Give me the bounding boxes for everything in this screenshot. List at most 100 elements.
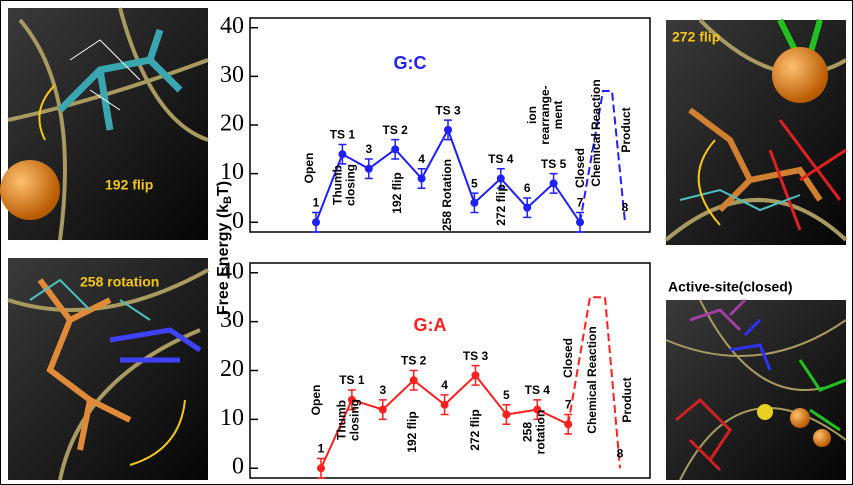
panel-258: 258 rotation [7, 258, 209, 481]
y-tick-label: 0 [232, 454, 244, 480]
point-label: 3 [365, 142, 372, 156]
chart-title: G:C [394, 53, 427, 73]
point [378, 405, 387, 414]
annotation: ionrearrange-ment [525, 85, 565, 144]
annotation-line: 272 flip [494, 184, 508, 225]
panel-label: 258 rotation [80, 274, 159, 290]
annotation-line: rotation [534, 410, 548, 455]
point [347, 395, 356, 404]
point-label: 8 [622, 200, 629, 214]
point [471, 371, 480, 380]
point [338, 150, 347, 159]
y-tick-label: 20 [220, 111, 244, 137]
panel-272: 272 flip [664, 18, 848, 245]
point-label: TS 1 [330, 128, 356, 142]
point-label: 3 [379, 383, 386, 397]
point [444, 125, 452, 134]
annotation-line: Chemical Reaction [589, 79, 603, 186]
annotation: 272 flip [494, 184, 508, 225]
point-label: TS 4 [525, 383, 551, 397]
annotation: 258rotation [521, 410, 548, 455]
annotation-line: Product [619, 107, 633, 152]
point [391, 145, 400, 154]
dashed-line [567, 296, 621, 469]
dashed-line [579, 89, 626, 223]
point-label: TS 3 [463, 349, 489, 363]
annotation-line: Chemical Reaction [585, 326, 599, 433]
point [364, 164, 373, 173]
annotation-line: ion [525, 106, 539, 124]
annotation: Open [302, 153, 316, 184]
y-tick-label: 10 [220, 405, 244, 431]
point [496, 174, 505, 183]
point [470, 198, 479, 207]
annotation-line: Open [302, 153, 316, 184]
point [440, 400, 449, 409]
point [502, 410, 511, 419]
point-label: 7 [565, 398, 572, 412]
annotation-line: rearrange- [538, 85, 552, 144]
annotation: Thumbclosing [331, 164, 358, 206]
annotation: 192 flip [390, 172, 404, 213]
point-label: 8 [617, 446, 624, 460]
annotation-line: Closed [561, 338, 575, 378]
annotation-line: 192 flip [390, 172, 404, 213]
annotation-line: 272 flip [468, 409, 482, 450]
annotation-line: ment [551, 101, 565, 130]
y-axis-label: Free Energy (kBT) [215, 181, 234, 315]
annotation-line: Product [620, 377, 634, 422]
annotation: 192 flip [405, 411, 419, 452]
point-label: TS 2 [401, 354, 427, 368]
annotation-line: Closed [573, 148, 587, 188]
annotation-line: 258 [521, 422, 535, 442]
annotation: Closed [573, 148, 587, 188]
point-label: TS 2 [383, 123, 409, 137]
annotation-line: closing [344, 164, 358, 206]
point-label: 5 [471, 176, 478, 190]
annotation: Product [620, 377, 634, 422]
point [549, 179, 558, 188]
y-tick-label: 20 [220, 356, 244, 382]
point-label: 5 [503, 388, 510, 402]
point-label: 7 [577, 196, 584, 210]
annotation-line: Thumb [335, 400, 349, 440]
point [409, 376, 418, 385]
annotation: Open [309, 385, 323, 416]
point-label: 4 [418, 152, 425, 166]
annotation-line: 192 flip [405, 411, 419, 452]
y-tick-label: 10 [220, 159, 244, 185]
point-label: TS 1 [339, 373, 365, 387]
annotation-line: closing [348, 399, 362, 441]
point-label: 1 [313, 196, 320, 210]
point-label: TS 3 [435, 103, 461, 117]
annotation-line: Thumb [331, 165, 345, 205]
y-tick-label: 40 [220, 13, 244, 39]
panel-192: 192 flip [0, 7, 209, 241]
point [312, 218, 320, 227]
point [317, 464, 325, 473]
annotation: 258 Rotation [440, 159, 454, 231]
annotation: Chemical Reaction [585, 326, 599, 433]
y-tick-label: 0 [232, 208, 244, 234]
point-label: 6 [524, 181, 531, 195]
annotation: Thumbclosing [335, 399, 362, 441]
point [417, 174, 426, 183]
point-label: 4 [441, 378, 448, 392]
point [523, 203, 532, 212]
point-label: 1 [318, 442, 325, 456]
panel-label: Active-site(closed) [668, 279, 792, 295]
panel-label: 192 flip [105, 177, 153, 193]
annotation: Closed [561, 338, 575, 378]
annotation-line: 258 Rotation [440, 159, 454, 231]
annotation: Chemical Reaction [589, 79, 603, 186]
annotation: 272 flip [468, 409, 482, 450]
y-tick-label: 30 [220, 62, 244, 88]
chart-title: G:A [414, 315, 447, 335]
point [533, 405, 542, 414]
annotation: Product [619, 107, 633, 152]
point-label: TS 5 [541, 157, 567, 171]
panel-active-site: Active-site(closed) [665, 279, 847, 481]
point-label: TS 4 [488, 152, 514, 166]
panel-label: 272 flip [672, 29, 720, 45]
